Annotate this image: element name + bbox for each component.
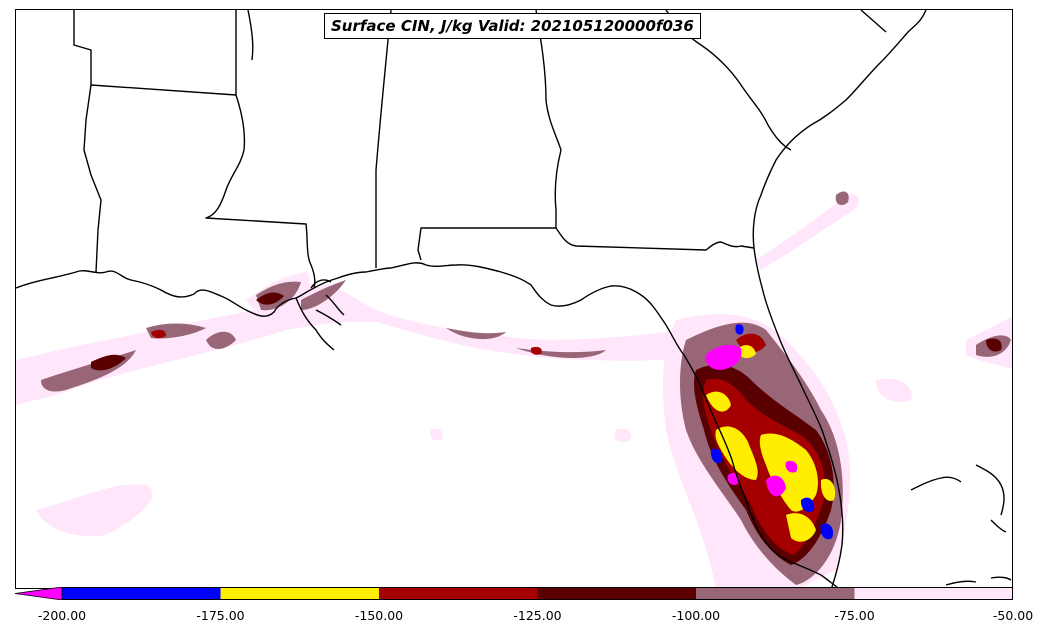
cin-fill-magenta [705,344,798,497]
colorbar-segment [220,587,380,600]
colorbar-tick-label: -175.00 [196,608,245,623]
tn-border [235,10,254,95]
colorbar-extend-arrow [15,587,63,600]
nc-sc-border [860,10,887,33]
mississippi-delta [295,279,345,351]
ga-fl-border [555,227,755,251]
colorbar-tick-label: -150.00 [354,608,404,623]
colorbar-tick-label: -100.00 [671,608,721,623]
gulf-coastline-east [390,262,701,386]
la-ms-border [205,94,316,289]
ms-al-border [375,10,392,268]
colorbar-segment [854,587,1013,600]
florida-east-coast [753,247,844,588]
colorbar-tick-label: -200.00 [37,608,87,623]
bahamas-islands [910,464,1012,586]
colorbar-segment [696,587,855,600]
florida-west-coast [699,384,840,588]
colorbar-segment [537,587,697,600]
map-panel [15,9,1013,589]
colorbar-segment [379,587,538,600]
colorbar-segment [62,587,221,600]
gulf-coastline-west [16,267,392,317]
colorbar-tick-label: -125.00 [513,608,562,623]
geographic-boundaries [16,10,1012,588]
map-title: Surface CIN, J/kg Valid: 202105120000f03… [324,13,701,39]
cin-fill-light [16,194,1012,588]
ar-la-border [90,84,237,96]
colorbar-tick-label: -50.00 [992,608,1034,623]
tx-la-border [73,10,102,273]
cin-map [16,10,1012,588]
colorbar-segments [62,587,1013,600]
cin-fill-mauve [41,191,1011,585]
colorbar [15,587,1013,600]
al-ga-border [417,10,562,261]
cin-fill-blue [710,324,834,540]
colorbar-tick-label: -75.00 [834,608,875,623]
atlantic-coastline [752,10,927,249]
